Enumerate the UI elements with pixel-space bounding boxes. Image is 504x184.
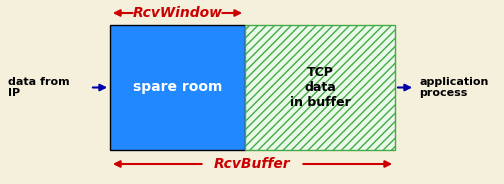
Text: application
process: application process [419,77,488,98]
Text: TCP
data
in buffer: TCP data in buffer [290,66,350,109]
Text: spare room: spare room [133,81,222,95]
Text: RcvWindow: RcvWindow [133,6,222,20]
Bar [110,25,245,150]
Text: data from
IP: data from IP [8,77,70,98]
Text: RcvBuffer: RcvBuffer [214,157,291,171]
Bar [245,25,395,150]
